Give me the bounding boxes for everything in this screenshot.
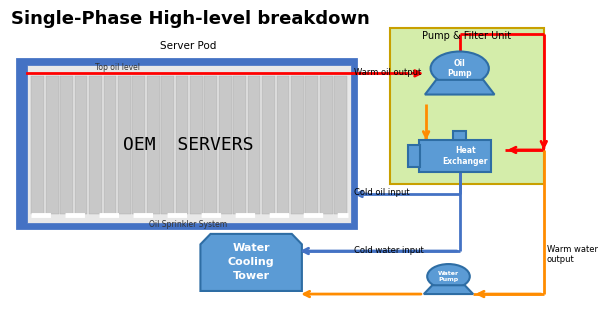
FancyBboxPatch shape (17, 59, 356, 228)
FancyBboxPatch shape (408, 145, 421, 167)
Text: OEM  SERVERS: OEM SERVERS (122, 136, 253, 154)
FancyBboxPatch shape (291, 76, 304, 214)
FancyBboxPatch shape (419, 140, 491, 172)
FancyBboxPatch shape (74, 76, 88, 214)
Text: Top oil level: Top oil level (95, 63, 140, 72)
FancyBboxPatch shape (176, 76, 188, 214)
Circle shape (431, 52, 489, 85)
FancyBboxPatch shape (233, 76, 246, 214)
FancyBboxPatch shape (277, 76, 289, 214)
FancyBboxPatch shape (60, 76, 73, 214)
Text: Single-Phase High-level breakdown: Single-Phase High-level breakdown (11, 10, 370, 28)
FancyBboxPatch shape (453, 131, 466, 140)
FancyBboxPatch shape (31, 76, 44, 214)
Text: Server Pod: Server Pod (160, 40, 216, 51)
FancyBboxPatch shape (389, 28, 544, 184)
FancyBboxPatch shape (262, 76, 275, 214)
FancyBboxPatch shape (118, 76, 131, 214)
FancyBboxPatch shape (104, 76, 116, 214)
FancyBboxPatch shape (147, 76, 160, 214)
Text: Water
Pump: Water Pump (438, 271, 459, 282)
FancyBboxPatch shape (205, 76, 217, 214)
FancyBboxPatch shape (334, 76, 347, 214)
Text: Cold oil input: Cold oil input (355, 188, 410, 198)
Polygon shape (424, 285, 473, 294)
FancyBboxPatch shape (27, 65, 351, 223)
Text: Warm water
output: Warm water output (547, 244, 598, 264)
FancyBboxPatch shape (133, 76, 145, 214)
Text: Cold water input: Cold water input (355, 245, 424, 255)
FancyBboxPatch shape (89, 76, 102, 214)
Text: Heat
Exchanger: Heat Exchanger (443, 146, 488, 166)
FancyBboxPatch shape (219, 76, 232, 214)
Polygon shape (425, 80, 494, 95)
Circle shape (427, 264, 470, 289)
Polygon shape (200, 234, 302, 291)
Text: Oil Sprinkler System: Oil Sprinkler System (149, 220, 227, 229)
Text: Pump & Filter Unit: Pump & Filter Unit (422, 31, 511, 41)
FancyBboxPatch shape (248, 76, 260, 214)
FancyBboxPatch shape (190, 76, 203, 214)
FancyBboxPatch shape (46, 76, 59, 214)
FancyBboxPatch shape (161, 76, 174, 214)
Text: Water
Cooling
Tower: Water Cooling Tower (228, 244, 274, 281)
Text: Warm oil output: Warm oil output (355, 68, 422, 77)
FancyBboxPatch shape (320, 76, 332, 214)
Text: Oil
Pump: Oil Pump (448, 59, 472, 78)
FancyBboxPatch shape (305, 76, 318, 214)
